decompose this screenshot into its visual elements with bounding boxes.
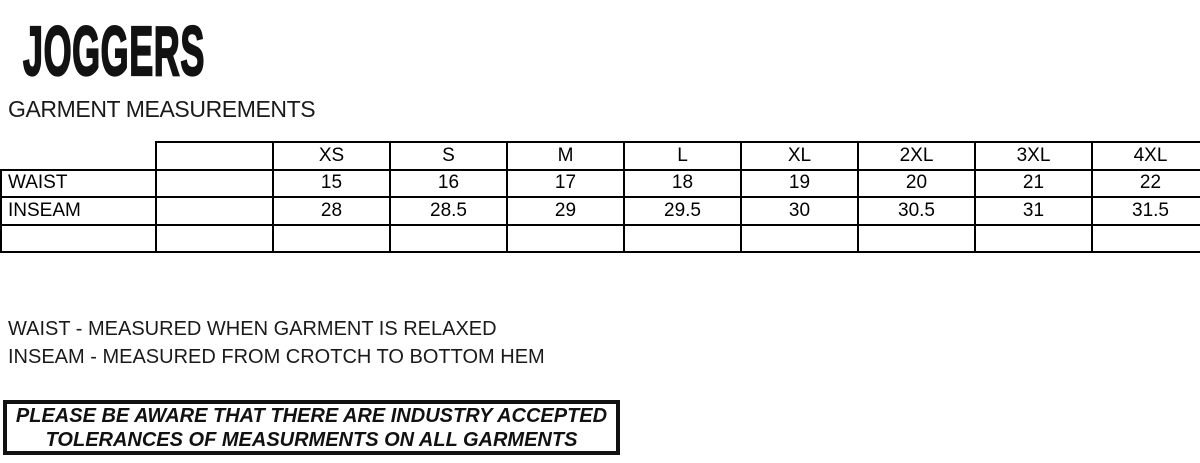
blank-cell: [155, 196, 274, 226]
disclaimer-line-2: TOLERANCES OF MEASURMENTS ON ALL GARMENT…: [45, 428, 578, 451]
blank-cell: [155, 168, 274, 198]
measurement-notes: WAIST - MEASURED WHEN GARMENT IS RELAXED…: [8, 315, 545, 371]
waist-value-2xl: 20: [857, 168, 976, 198]
inseam-note: INSEAM - MEASURED FROM CROTCH TO BOTTOM …: [8, 346, 545, 368]
waist-value-l: 18: [623, 168, 742, 198]
waist-note: WAIST - MEASURED WHEN GARMENT IS RELAXED: [8, 318, 497, 340]
waist-value-s: 16: [389, 168, 508, 198]
table-row-inseam: INSEAM 28 28.5 29 29.5 30 30.5 31 31.5: [0, 196, 1200, 226]
header-cell-4xl: 4XL: [1091, 141, 1200, 171]
empty-cell: [857, 223, 976, 253]
inseam-value-3xl: 31: [974, 196, 1093, 226]
header-cell-m: M: [506, 141, 625, 171]
inseam-value-xs: 28: [272, 196, 391, 226]
inseam-value-l: 29.5: [623, 196, 742, 226]
header-ghost-cell: [1, 142, 156, 170]
waist-value-3xl: 21: [974, 168, 1093, 198]
empty-cell: [389, 223, 508, 253]
inseam-value-m: 29: [506, 196, 625, 226]
waist-value-m: 17: [506, 168, 625, 198]
waist-value-xl: 19: [740, 168, 859, 198]
disclaimer-line-1: PLEASE BE AWARE THAT THERE ARE INDUSTRY …: [15, 404, 608, 427]
header-blank-cell: [155, 141, 274, 171]
empty-cell: [272, 223, 391, 253]
inseam-value-4xl: 31.5: [1091, 196, 1200, 226]
garment-measurements-heading: GARMENT MEASUREMENTS: [8, 96, 316, 122]
blank-cell: [155, 223, 274, 253]
table-row-empty: [0, 223, 1200, 253]
tolerance-disclaimer-box: PLEASE BE AWARE THAT THERE ARE INDUSTRY …: [3, 400, 620, 455]
table-header-row: XS S M L XL 2XL 3XL 4XL: [1, 141, 1200, 171]
row-label-inseam: INSEAM: [0, 196, 157, 226]
size-chart-table: XS S M L XL 2XL 3XL 4XL WAIST 15 16 17 1…: [0, 141, 1200, 253]
header-cell-l: L: [623, 141, 742, 171]
inseam-value-s: 28.5: [389, 196, 508, 226]
inseam-value-2xl: 30.5: [857, 196, 976, 226]
header-cell-xs: XS: [272, 141, 391, 171]
empty-cell: [506, 223, 625, 253]
empty-cell: [740, 223, 859, 253]
page-title: JOGGERS: [22, 13, 205, 91]
header-cell-s: S: [389, 141, 508, 171]
table-row-waist: WAIST 15 16 17 18 19 20 21 22: [0, 168, 1200, 198]
row-label-empty: [0, 223, 157, 253]
header-cell-2xl: 2XL: [857, 141, 976, 171]
empty-cell: [623, 223, 742, 253]
waist-value-xs: 15: [272, 168, 391, 198]
header-cell-3xl: 3XL: [974, 141, 1093, 171]
row-label-waist: WAIST: [0, 168, 157, 198]
empty-cell: [1091, 223, 1200, 253]
header-cell-xl: XL: [740, 141, 859, 171]
waist-value-4xl: 22: [1091, 168, 1200, 198]
empty-cell: [974, 223, 1093, 253]
inseam-value-xl: 30: [740, 196, 859, 226]
